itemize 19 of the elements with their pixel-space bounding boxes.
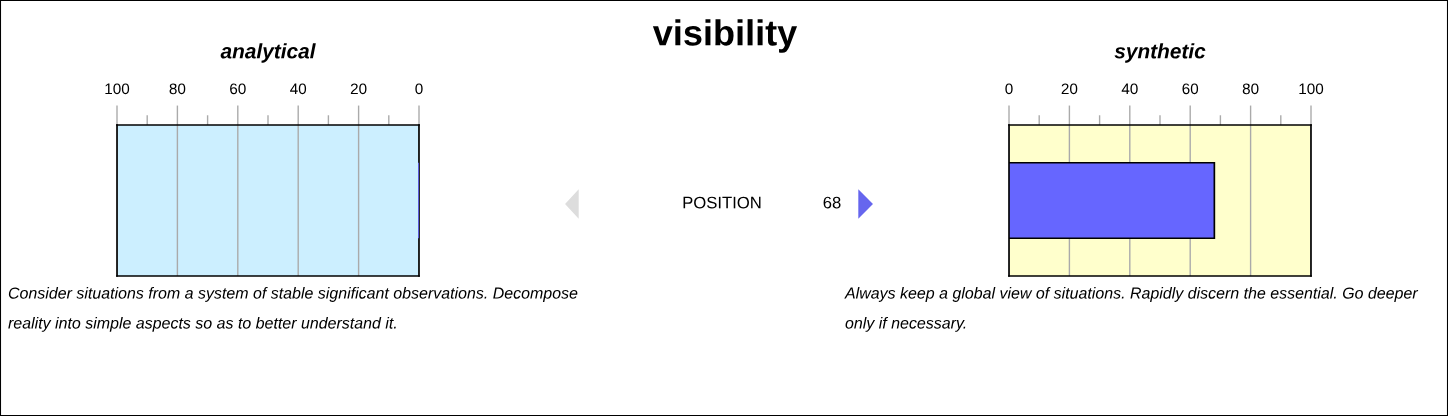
x-tick-label: 60	[230, 83, 246, 95]
x-tick-label: 40	[1121, 83, 1138, 95]
x-tick-label: 100	[1299, 83, 1324, 95]
chart-title: analytical	[220, 43, 316, 63]
x-tick-label: 0	[415, 83, 423, 95]
x-tick-label: 60	[1182, 83, 1199, 95]
x-tick-label: 80	[169, 83, 186, 95]
x-tick-label: 20	[1061, 83, 1078, 95]
text: visibility	[652, 19, 798, 53]
x-tick-label: 0	[1005, 83, 1013, 95]
text: Consider situations from a system of stable significant observations. Decompose reality into simple aspects so as to better understand it.	[8, 287, 578, 332]
x-tick-label: 20	[350, 83, 367, 95]
x-tick-label: 80	[1242, 83, 1259, 95]
text: Always keep a global view of situations. Rapidly discern the essential. Go deeper only if necessary.	[844, 287, 1419, 332]
text: POSITION	[683, 196, 761, 209]
text: 68	[823, 196, 841, 209]
x-tick-label: 40	[290, 83, 307, 95]
chart-title: synthetic	[1114, 43, 1206, 63]
x-tick-label: 100	[105, 83, 130, 95]
